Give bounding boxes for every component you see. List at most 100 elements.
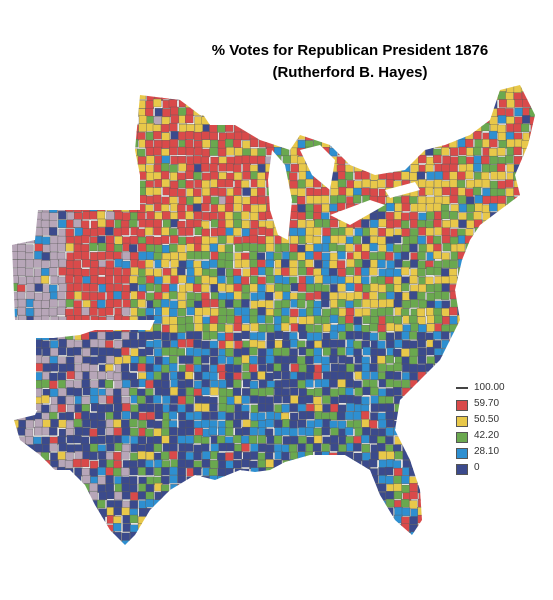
- county-cell: [434, 163, 443, 173]
- county-cell: [81, 396, 90, 405]
- county-cell: [250, 515, 259, 525]
- county-cell: [312, 236, 322, 245]
- county-cell: [224, 85, 234, 92]
- county-cell: [113, 411, 122, 420]
- county-cell: [314, 219, 323, 228]
- county-cell: [82, 443, 91, 453]
- county-cell: [490, 252, 499, 261]
- county-cell: [538, 260, 546, 268]
- county-cell: [152, 395, 162, 404]
- county-cell: [114, 236, 123, 245]
- county-cell: [242, 371, 251, 381]
- county-cell: [345, 524, 354, 533]
- county-cell: [290, 507, 299, 517]
- county-cell: [161, 428, 170, 437]
- county-cell: [361, 363, 371, 372]
- county-cell: [49, 466, 58, 476]
- county-cell: [353, 452, 363, 462]
- county-cell: [539, 540, 547, 548]
- county-cell: [353, 91, 362, 100]
- county-cell: [473, 100, 482, 109]
- county-cell: [217, 147, 227, 157]
- county-cell: [155, 549, 163, 557]
- county-cell: [458, 203, 468, 213]
- county-cell: [377, 211, 386, 220]
- county-cell: [507, 548, 515, 556]
- county-cell: [465, 228, 474, 237]
- county-cell: [521, 523, 531, 533]
- county-cell: [193, 339, 202, 349]
- county-cell: [242, 196, 251, 206]
- county-cell: [81, 268, 90, 278]
- county-cell: [312, 508, 322, 517]
- county-cell: [393, 132, 403, 141]
- county-cell: [530, 100, 535, 109]
- county-cell: [98, 85, 108, 93]
- county-cell: [49, 491, 58, 500]
- county-cell: [33, 531, 42, 540]
- county-cell: [80, 515, 90, 524]
- county-cell: [441, 235, 451, 244]
- county-cell: [464, 484, 474, 493]
- county-cell: [522, 186, 532, 196]
- legend-label: 100.00: [474, 382, 505, 393]
- county-cell: [65, 299, 75, 308]
- county-cell: [185, 227, 194, 236]
- county-cell: [514, 332, 524, 342]
- county-cell: [282, 531, 291, 540]
- county-cell: [81, 404, 90, 413]
- county-cell: [465, 188, 474, 197]
- county-cell: [113, 114, 123, 124]
- county-cell: [98, 459, 108, 468]
- county-cell: [25, 396, 35, 406]
- county-cell: [322, 219, 331, 228]
- county-cell: [409, 363, 418, 373]
- county-cell: [26, 155, 35, 165]
- county-cell: [529, 291, 535, 300]
- county-cell: [233, 322, 242, 332]
- county-cell: [185, 427, 195, 436]
- county-cell: [473, 131, 482, 140]
- county-cell: [225, 284, 235, 293]
- county-cell: [258, 467, 267, 476]
- county-cell: [410, 259, 419, 268]
- county-cell: [234, 340, 243, 349]
- county-cell: [409, 396, 418, 405]
- county-cell: [184, 371, 194, 380]
- county-cell: [154, 244, 163, 253]
- county-cell: [337, 283, 346, 292]
- county-cell: [33, 107, 42, 116]
- county-cell: [322, 371, 332, 380]
- county-cell: [194, 123, 204, 133]
- county-cell: [193, 356, 202, 365]
- county-cell: [249, 427, 258, 436]
- county-cell: [329, 532, 338, 541]
- county-cell: [12, 299, 18, 308]
- county-cell: [130, 492, 139, 501]
- county-cell: [481, 524, 490, 533]
- county-cell: [433, 459, 443, 468]
- county-cell: [90, 187, 99, 197]
- county-cell: [170, 212, 179, 221]
- county-cell: [442, 186, 451, 196]
- county-cell: [58, 124, 68, 133]
- county-cell: [442, 114, 451, 124]
- county-cell: [394, 514, 403, 524]
- county-cell: [441, 164, 450, 173]
- county-cell: [105, 267, 114, 277]
- county-cell: [362, 548, 370, 556]
- county-cell: [369, 227, 378, 236]
- county-cell: [233, 236, 242, 245]
- county-cell: [210, 204, 219, 213]
- county-cell: [41, 131, 50, 141]
- county-cell: [394, 395, 403, 404]
- county-cell: [241, 314, 250, 324]
- county-cell: [74, 227, 83, 236]
- county-cell: [289, 220, 298, 229]
- county-cell: [378, 227, 387, 237]
- county-cell: [160, 500, 170, 510]
- county-cell: [122, 299, 131, 308]
- county-cell: [225, 427, 234, 437]
- county-cell: [361, 532, 371, 541]
- county-cell: [201, 411, 210, 421]
